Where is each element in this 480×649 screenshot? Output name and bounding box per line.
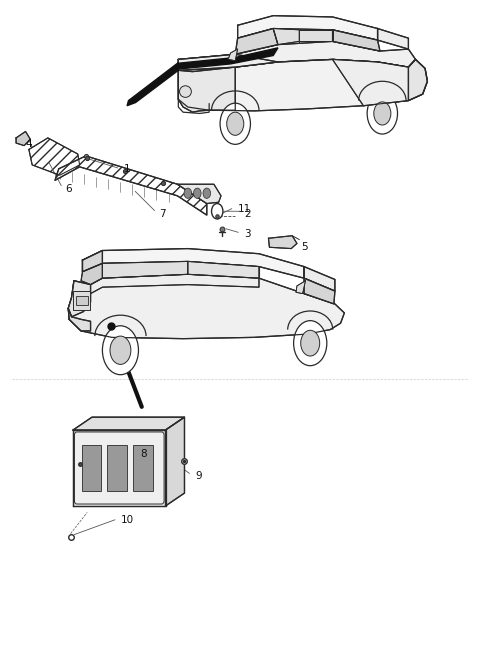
Polygon shape — [179, 42, 416, 71]
Polygon shape — [73, 430, 166, 506]
Polygon shape — [179, 55, 278, 70]
Text: 8: 8 — [140, 450, 147, 459]
Text: 10: 10 — [120, 515, 133, 525]
Polygon shape — [166, 417, 184, 506]
Polygon shape — [378, 29, 408, 49]
Text: 3: 3 — [244, 229, 251, 239]
Circle shape — [193, 188, 201, 199]
Polygon shape — [179, 60, 427, 111]
Polygon shape — [304, 267, 335, 291]
Polygon shape — [333, 60, 408, 106]
Circle shape — [227, 112, 244, 136]
Polygon shape — [228, 49, 238, 61]
Polygon shape — [68, 275, 344, 339]
Circle shape — [102, 326, 138, 374]
Text: 2: 2 — [245, 209, 252, 219]
Circle shape — [367, 93, 397, 134]
Text: 6: 6 — [65, 184, 72, 195]
Polygon shape — [81, 263, 102, 285]
Circle shape — [212, 204, 223, 219]
Circle shape — [110, 336, 131, 364]
Polygon shape — [83, 251, 102, 272]
Circle shape — [220, 103, 251, 144]
Polygon shape — [179, 67, 235, 112]
Circle shape — [294, 321, 327, 365]
Polygon shape — [127, 62, 179, 106]
Circle shape — [374, 102, 391, 125]
Polygon shape — [304, 278, 335, 304]
Text: 5: 5 — [301, 242, 308, 252]
Polygon shape — [408, 60, 427, 101]
Text: 1: 1 — [124, 164, 131, 174]
Polygon shape — [178, 184, 221, 204]
Bar — [107, 445, 127, 491]
Polygon shape — [273, 29, 300, 45]
Polygon shape — [91, 275, 259, 293]
Polygon shape — [268, 236, 297, 249]
Polygon shape — [68, 308, 91, 331]
Polygon shape — [16, 132, 30, 145]
Text: 9: 9 — [195, 471, 202, 481]
Polygon shape — [102, 262, 188, 278]
Bar — [82, 445, 101, 491]
Polygon shape — [29, 138, 80, 175]
Circle shape — [301, 330, 320, 356]
Polygon shape — [68, 281, 91, 317]
Text: 4: 4 — [25, 140, 32, 149]
Circle shape — [184, 188, 192, 199]
Polygon shape — [300, 30, 333, 42]
Bar — [73, 291, 90, 310]
Polygon shape — [55, 156, 207, 215]
Polygon shape — [188, 262, 259, 278]
Polygon shape — [238, 16, 378, 40]
Polygon shape — [296, 281, 305, 293]
Bar — [76, 295, 88, 305]
Polygon shape — [83, 249, 304, 278]
Circle shape — [203, 188, 211, 199]
Polygon shape — [73, 417, 184, 430]
Polygon shape — [333, 30, 380, 51]
Polygon shape — [179, 48, 278, 69]
Text: 11: 11 — [238, 204, 251, 214]
Ellipse shape — [180, 86, 192, 97]
Polygon shape — [235, 29, 278, 55]
Bar — [133, 445, 153, 491]
Text: 7: 7 — [159, 209, 166, 219]
